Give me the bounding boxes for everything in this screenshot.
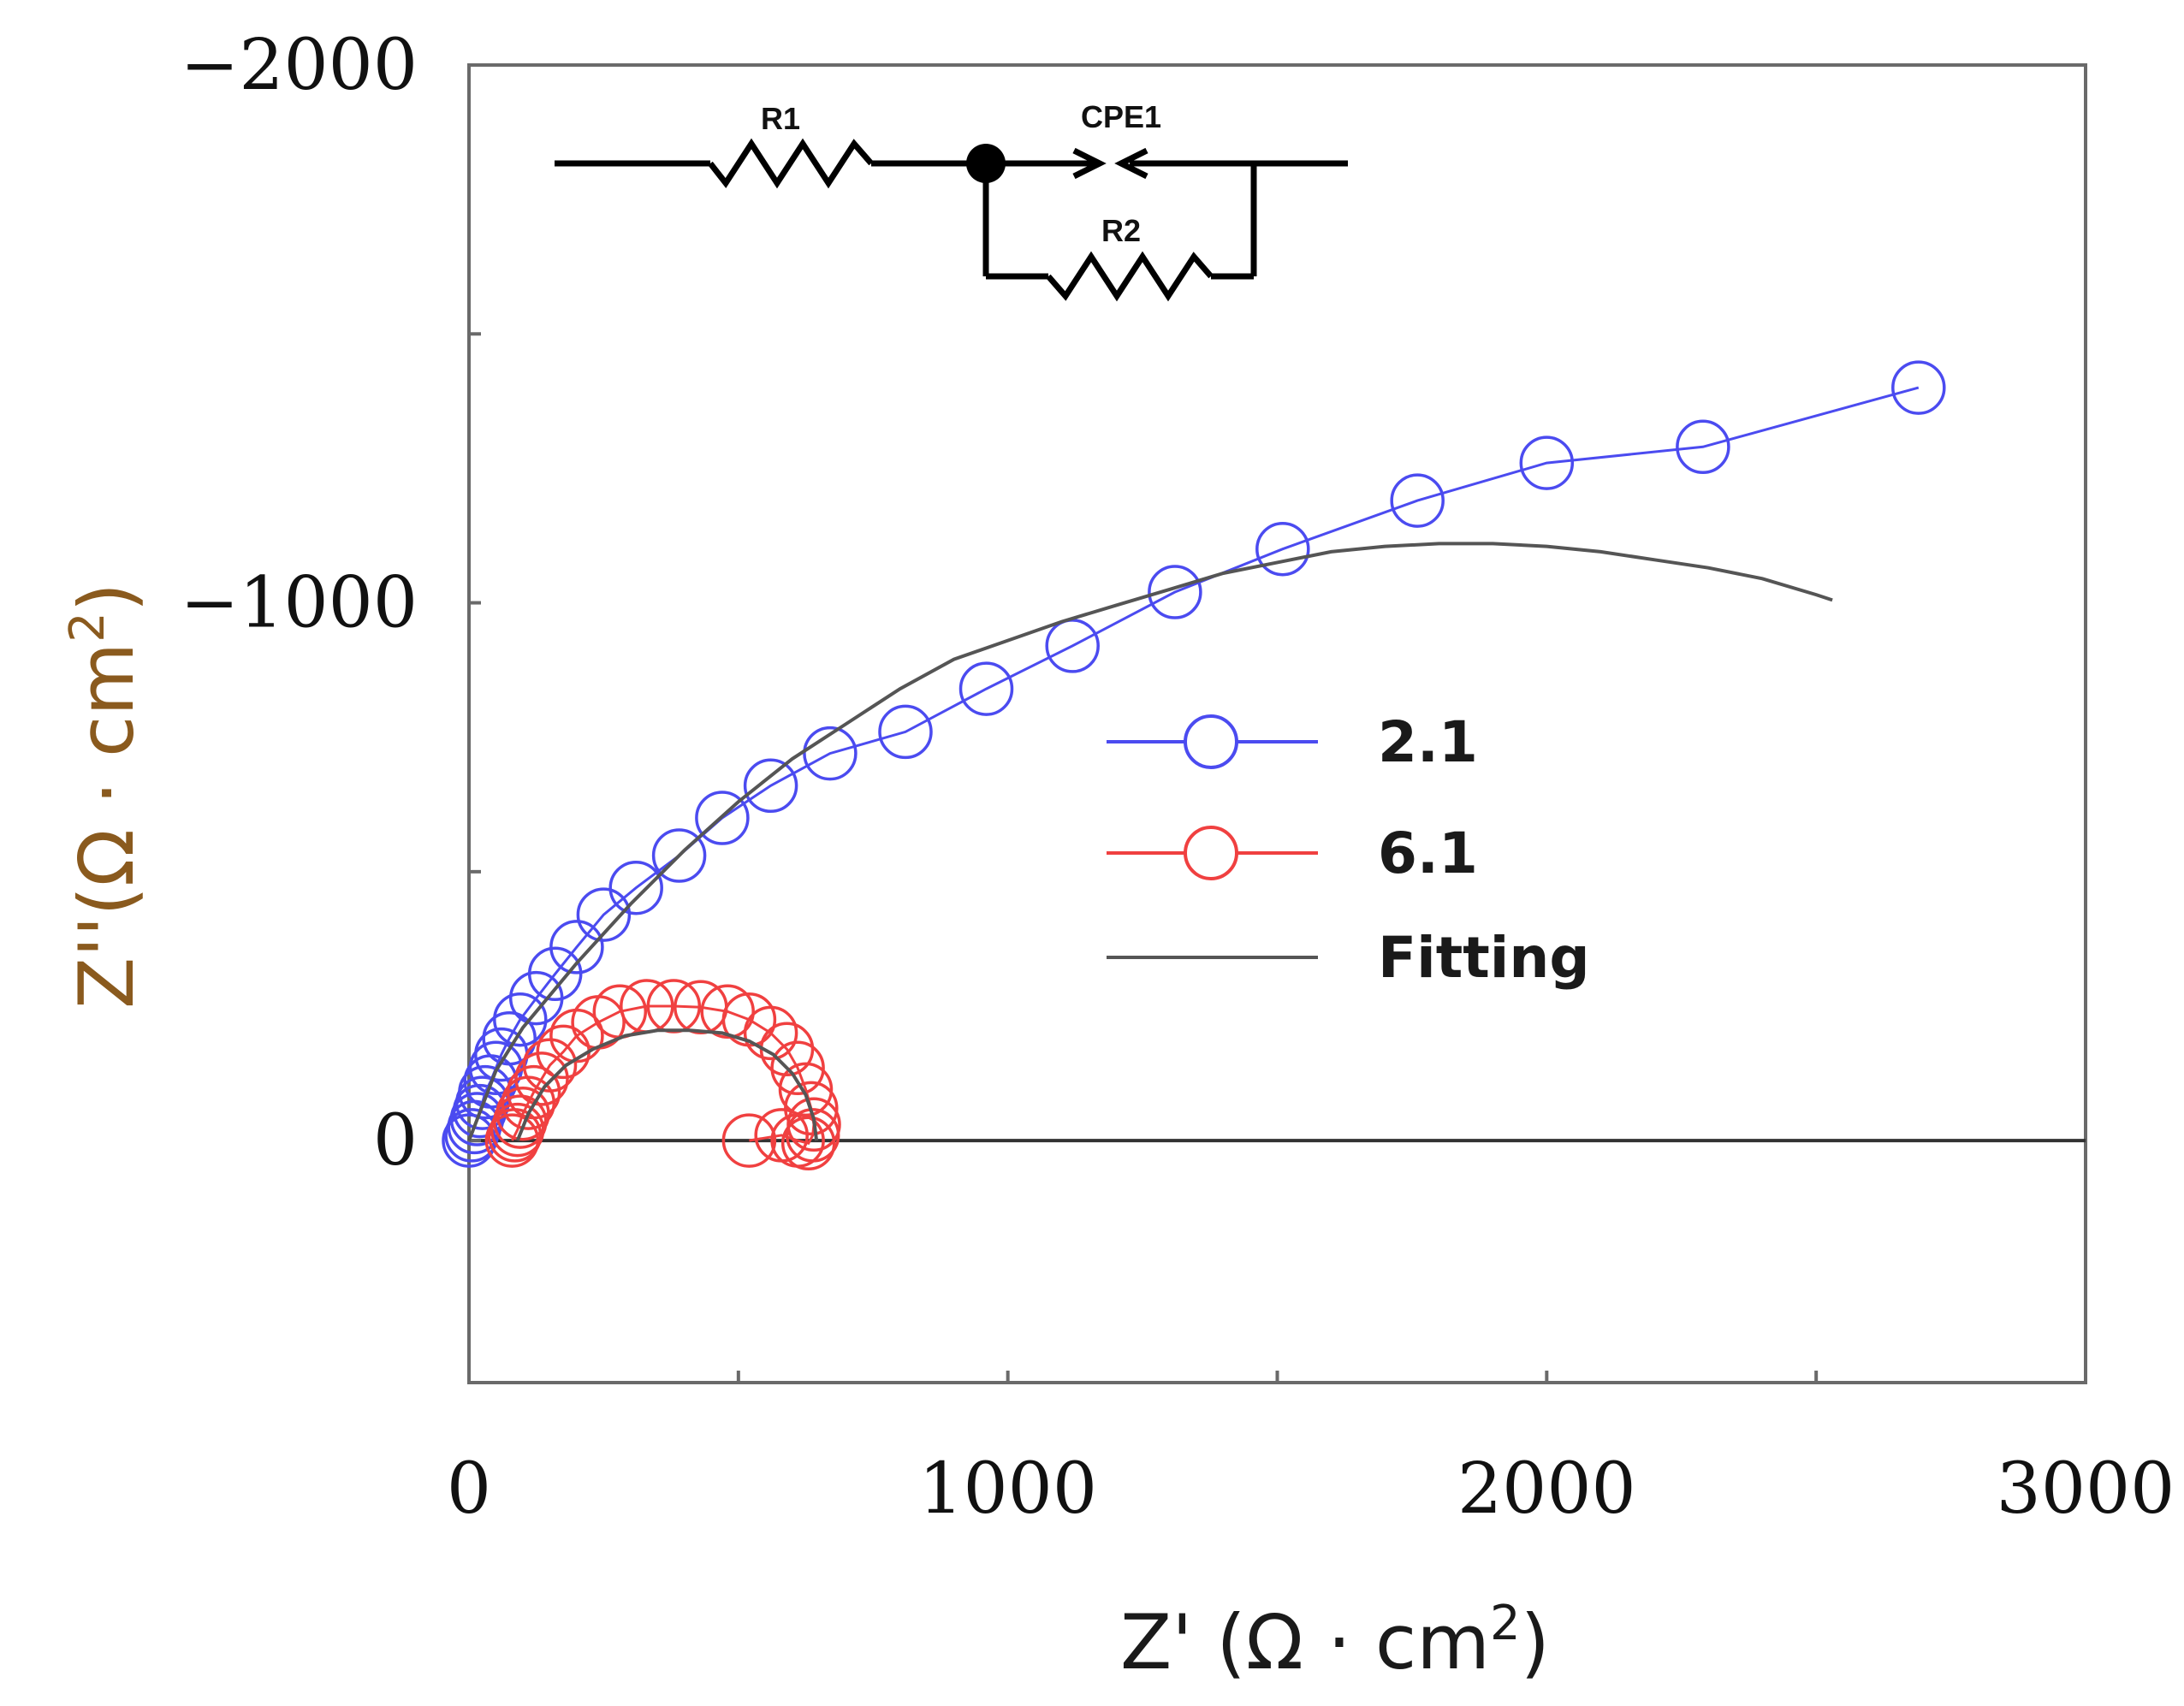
- series-fitting: [467, 542, 1833, 1141]
- data-point: [721, 1113, 777, 1168]
- data-point: [527, 946, 583, 1002]
- data-point: [482, 1010, 537, 1066]
- y-axis-title-main: Z''(Ω · cm: [62, 643, 151, 1009]
- r1-label: R1: [761, 101, 800, 136]
- data-point: [608, 860, 663, 915]
- data-point: [1676, 419, 1730, 475]
- legend-item-6-1: 6.1: [1107, 820, 1478, 886]
- cpe-arrow-left: [1072, 147, 1107, 180]
- data-point: [651, 828, 707, 883]
- data-point: [1255, 521, 1310, 577]
- axis-ticks: [467, 63, 2087, 1383]
- x-tick-label: 1000: [918, 1448, 1097, 1530]
- r2-resistor: [1046, 251, 1214, 302]
- data-point: [1148, 565, 1202, 619]
- cpe-arrow-right: [1114, 147, 1148, 180]
- y-tick-label: −2000: [181, 25, 418, 106]
- data-point: [784, 1081, 839, 1136]
- r1-resistor: [708, 138, 874, 189]
- y-axis-title-end: ): [62, 583, 151, 612]
- legend-item-2-1: 2.1: [1107, 709, 1478, 775]
- legend: 2.1 6.1 Fitting: [1107, 709, 1590, 991]
- x-tick-label: 2000: [1457, 1448, 1636, 1530]
- x-axis-title-main: Z' (Ω · cm: [1120, 1598, 1490, 1686]
- x-axis-title: Z' (Ω · cm2): [1120, 1596, 1550, 1686]
- data-point: [549, 920, 604, 974]
- legend-item-fitting: Fitting: [1107, 925, 1590, 991]
- equivalent-circuit: [555, 138, 1348, 302]
- tick-labels: 0 1000 2000 3000 0 −1000 −2000: [181, 25, 2175, 1530]
- y-tick-label: −1000: [181, 563, 418, 644]
- data-point: [743, 1005, 798, 1061]
- x-tick-label: 0: [447, 1448, 491, 1530]
- x-axis-title-sup: 2: [1490, 1596, 1521, 1651]
- y-axis-title-sup: 2: [60, 612, 116, 643]
- y-tick-label: 0: [373, 1100, 418, 1182]
- x-tick-label: 3000: [1997, 1448, 2175, 1530]
- data-point: [958, 661, 1014, 716]
- data-point: [695, 791, 750, 845]
- legend-swatch-marker-2-1: [1184, 714, 1238, 769]
- series-layer: [442, 360, 1946, 1171]
- series-6-1: [484, 979, 841, 1171]
- circuit-node: [966, 144, 1006, 183]
- r2-label: R2: [1101, 213, 1141, 248]
- data-point: [576, 887, 632, 942]
- data-point: [743, 758, 798, 814]
- data-point: [493, 992, 548, 1047]
- legend-label-2-1: 2.1: [1378, 709, 1478, 775]
- series-line: [515, 1028, 819, 1141]
- data-point: [1519, 435, 1575, 490]
- x-axis-title-end: ): [1521, 1598, 1550, 1686]
- data-point: [770, 1040, 825, 1096]
- data-point: [700, 984, 755, 1040]
- data-point: [1390, 473, 1445, 528]
- legend-label-6-1: 6.1: [1378, 820, 1478, 886]
- y-axis-title: Z''(Ω · cm2): [60, 583, 151, 1009]
- legend-label-fitting: Fitting: [1378, 925, 1590, 991]
- series-fitting: [515, 1028, 819, 1141]
- legend-swatch-marker-6-1: [1184, 826, 1238, 880]
- data-point: [514, 1051, 569, 1106]
- data-point: [754, 1108, 809, 1163]
- data-point: [878, 704, 933, 760]
- plot-frame: [467, 63, 2087, 1384]
- data-point: [1891, 360, 1946, 415]
- series-line: [467, 542, 1833, 1141]
- data-point: [506, 1064, 561, 1120]
- data-point: [803, 726, 858, 781]
- cpe1-label: CPE1: [1081, 99, 1161, 134]
- series-2-1: [442, 360, 1946, 1168]
